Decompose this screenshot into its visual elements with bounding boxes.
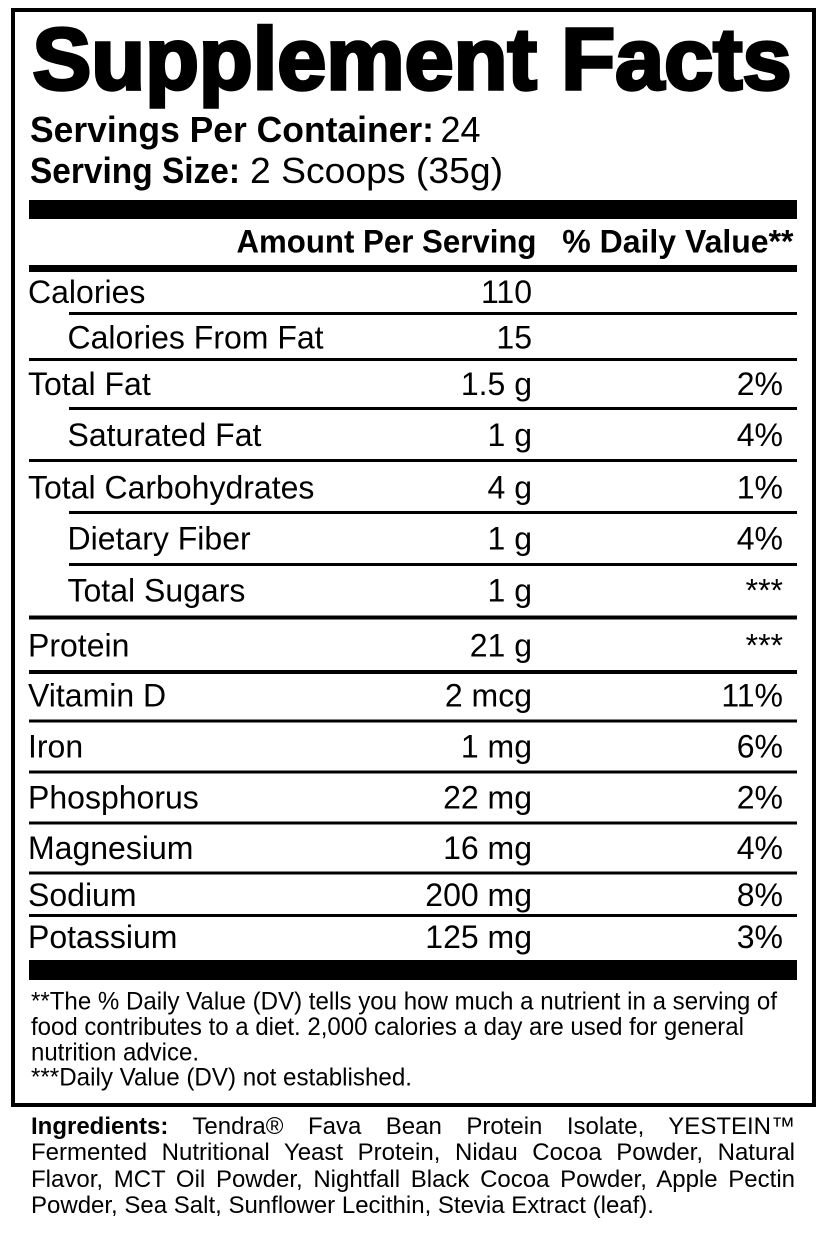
svg-text:200 mg: 200 mg <box>425 877 532 913</box>
svg-text:1%: 1% <box>737 470 783 506</box>
svg-text:Protein: Protein <box>28 628 129 664</box>
svg-text:Vitamin D: Vitamin D <box>28 678 166 714</box>
svg-text:% Daily Value**: % Daily Value** <box>562 224 794 260</box>
svg-text:6%: 6% <box>737 729 783 765</box>
svg-text:1 g: 1 g <box>488 573 532 609</box>
svg-text:24: 24 <box>441 109 481 150</box>
svg-text:4%: 4% <box>737 521 783 557</box>
svg-text:22 mg: 22 mg <box>443 780 532 816</box>
svg-text:4%: 4% <box>737 417 783 453</box>
svg-text:125 mg: 125 mg <box>425 919 532 955</box>
svg-text:Total Carbohydrates: Total Carbohydrates <box>28 470 314 506</box>
svg-text:Phosphorus: Phosphorus <box>28 780 199 816</box>
svg-text:Sodium: Sodium <box>28 877 137 913</box>
svg-text:2%: 2% <box>737 366 783 402</box>
svg-text:2%: 2% <box>737 780 783 816</box>
svg-text:***Daily Value (DV) not establ: ***Daily Value (DV) not established. <box>31 1064 412 1092</box>
svg-text:110: 110 <box>481 274 532 310</box>
svg-text:Calories From Fat: Calories From Fat <box>68 320 324 356</box>
svg-text:Serving Size:: Serving Size: <box>30 150 240 191</box>
svg-text:Servings Per Container:: Servings Per Container: <box>30 109 434 150</box>
svg-text:21 g: 21 g <box>470 628 532 664</box>
svg-text:**The % Daily Value (DV) tells: **The % Daily Value (DV) tells you how m… <box>31 988 777 1016</box>
svg-text:Supplement Facts: Supplement Facts <box>33 11 792 108</box>
svg-text:Iron: Iron <box>28 729 83 765</box>
svg-text:Saturated Fat: Saturated Fat <box>68 417 262 453</box>
svg-text:4%: 4% <box>737 830 783 866</box>
svg-text:nutrition advice.: nutrition advice. <box>31 1038 199 1066</box>
svg-text:1 mg: 1 mg <box>461 729 532 765</box>
svg-text:food contributes to a diet. 2,: food contributes to a diet. 2,000 calori… <box>31 1013 744 1041</box>
svg-text:1.5 g: 1.5 g <box>461 366 532 402</box>
svg-text:Magnesium: Magnesium <box>28 830 193 866</box>
svg-text:Amount Per Serving: Amount Per Serving <box>237 224 537 260</box>
svg-text:1 g: 1 g <box>488 521 532 557</box>
svg-text:11%: 11% <box>721 678 783 714</box>
svg-text:1 g: 1 g <box>488 417 532 453</box>
svg-text:Total Sugars: Total Sugars <box>68 573 246 609</box>
svg-text:4 g: 4 g <box>488 470 532 506</box>
svg-text:16 mg: 16 mg <box>443 830 532 866</box>
svg-text:8%: 8% <box>737 877 783 913</box>
svg-text:15: 15 <box>496 320 532 356</box>
svg-text:Calories: Calories <box>28 274 145 310</box>
svg-text:3%: 3% <box>737 919 783 955</box>
svg-text:Potassium: Potassium <box>28 919 177 955</box>
svg-text:2 mcg: 2 mcg <box>445 678 532 714</box>
svg-text:***: *** <box>746 628 783 664</box>
svg-text:Total Fat: Total Fat <box>28 366 151 402</box>
svg-text:Dietary Fiber: Dietary Fiber <box>68 521 252 557</box>
svg-text:***: *** <box>746 573 783 609</box>
svg-text:2 Scoops (35g): 2 Scoops (35g) <box>250 150 503 191</box>
